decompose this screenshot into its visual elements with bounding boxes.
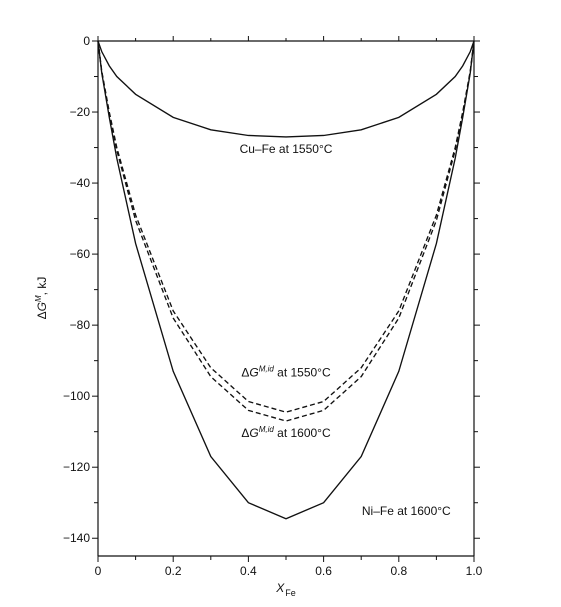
y-tick-label: −100 [63,389,90,403]
y-tick-label: −20 [70,105,91,119]
ideal-1600-label-part: at 1600°C [274,426,331,440]
x-tick-label: 1.0 [466,564,483,578]
y-tick-label: −80 [70,318,91,332]
cu-fe-label: Cu–Fe at 1550°C [240,142,333,156]
y-axis-title-sup: M [34,295,43,302]
x-axis-title-main: X [275,581,285,595]
x-tick-label: 0.8 [390,564,407,578]
ideal-1550-label-part: Δ [241,366,249,380]
ni-fe-curve [97,40,475,520]
ideal-1550-label-part: at 1550°C [274,366,331,380]
ideal-1600-label-part: G [249,426,258,440]
x-axis-title-sub: Fe [285,588,296,598]
y-tick-label: −140 [63,531,90,545]
y-axis-title: ΔGM, kJ [34,277,49,320]
x-tick-label: 0.4 [240,564,257,578]
ideal-1600-curve [97,40,475,422]
ideal-1600-label: ΔGM,id at 1600°C [241,425,331,440]
ideal-1550-curve [97,40,475,413]
ideal-1600-label-part: M,id [259,425,275,434]
y-tick-label: −120 [63,460,90,474]
y-tick-label: 0 [83,34,90,48]
x-tick-label: 0.2 [165,564,182,578]
x-tick-label: 0.6 [315,564,332,578]
plot-area: 0 0.2 0.4 0.6 0.8 1.0 0 −20 −40 −60 −80 −100 −120 −14… [34,34,483,598]
x-axis-title: XFe [275,581,296,598]
y-tick-label: −60 [70,247,91,261]
ni-fe-label: Ni–Fe at 1600°C [362,504,451,518]
ni-fe-label-part: Ni–Fe at 1600°C [362,504,451,518]
ideal-1600-label-part: Δ [241,426,249,440]
cu-fe-curve [97,40,475,138]
y-axis-title-prefix: Δ [35,311,49,319]
ideal-1550-label-part: M,id [259,365,275,374]
cu-fe-label-part: Cu–Fe at 1550°C [240,142,333,156]
y-axis-title-suffix: , kJ [35,277,49,296]
ideal-1550-label: ΔGM,id at 1550°C [241,365,331,380]
x-tick-label: 0 [95,564,102,578]
y-axis-title-main: G [35,302,49,311]
y-tick-label: −40 [70,176,91,190]
ideal-1550-label-part: G [249,366,258,380]
